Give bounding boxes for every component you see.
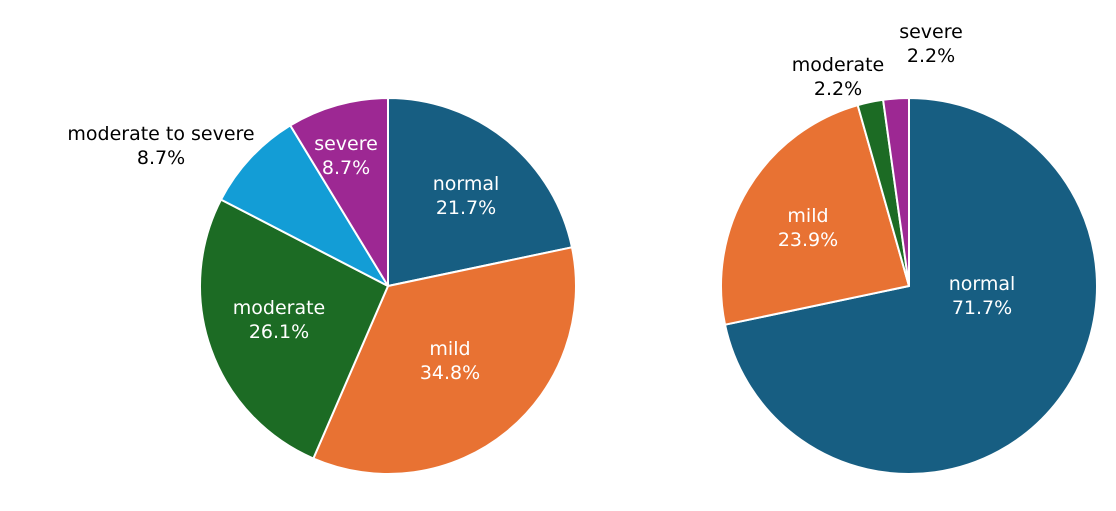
pie-slice-severe [289, 97, 389, 287]
slice-label-severe: severe [899, 21, 963, 43]
slice-label-moderate: moderate [233, 297, 325, 319]
slice-value-mild: 34.8% [420, 362, 480, 384]
pie-chart-2: normal71.7%mild23.9%moderate2.2%severe2.… [720, 21, 1098, 475]
pie-slice-severe [882, 96, 910, 287]
slice-label-severe: severe [314, 133, 378, 155]
pie-slice-moderate-to-severe [220, 124, 389, 287]
slice-value-moderate-to-severe: 8.7% [137, 147, 185, 169]
pie-slice-mild [312, 246, 577, 475]
slice-value-moderate: 2.2% [814, 78, 862, 100]
slice-label-mild: mild [429, 338, 470, 360]
slice-value-normal: 71.7% [952, 297, 1012, 319]
pie-slice-normal [724, 97, 1098, 475]
slice-label-mild: mild [787, 205, 828, 227]
slice-label-normal: normal [949, 273, 1016, 295]
slice-value-moderate: 26.1% [249, 321, 309, 343]
slice-label-normal: normal [433, 173, 500, 195]
pie-slice-moderate [199, 198, 389, 460]
slice-label-moderate-to-severe: moderate to severe [67, 123, 254, 145]
pie-slice-normal [387, 97, 573, 287]
pie-slice-mild [720, 104, 910, 326]
slice-value-mild: 23.9% [778, 229, 838, 251]
slice-value-severe: 8.7% [322, 157, 370, 179]
slice-value-normal: 21.7% [436, 197, 496, 219]
slice-label-moderate: moderate [792, 54, 884, 76]
slice-value-severe: 2.2% [907, 45, 955, 67]
